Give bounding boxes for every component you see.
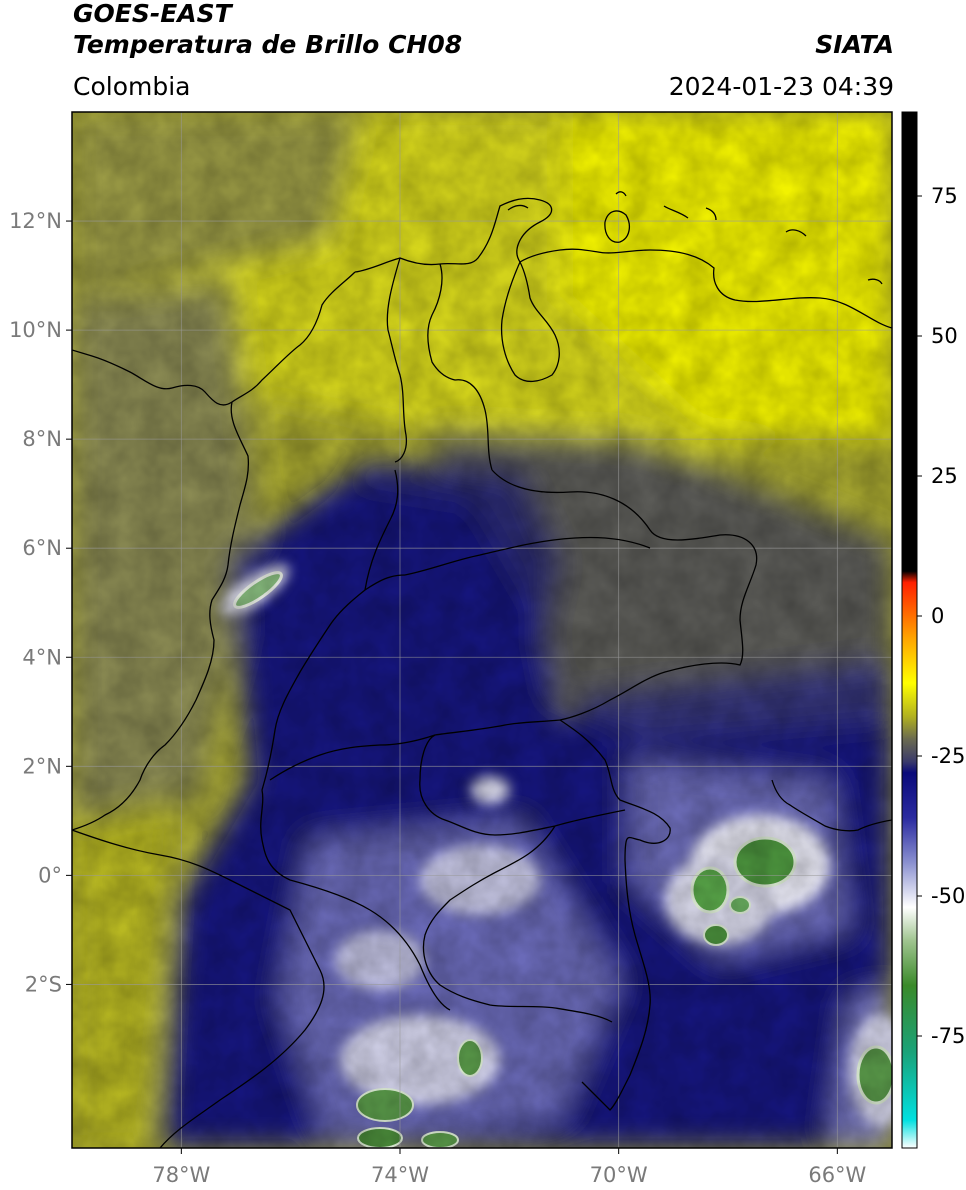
colorbar-tick-label: -25: [931, 744, 965, 768]
colorbar-tick-label: 25: [931, 464, 958, 488]
colorbar-tick-label: -75: [931, 1024, 965, 1048]
colorbar-tick-label: 0: [931, 604, 944, 628]
colorbar-tick-label: -50: [931, 884, 965, 908]
colorbar: 75 50 25 0 -25 -50 -75: [901, 111, 965, 1149]
lon-tick-label: 70°W: [590, 1163, 648, 1187]
region-label: Colombia: [73, 72, 191, 101]
lat-tick-label: 12°N: [9, 209, 62, 233]
lon-tick-label: 78°W: [152, 1163, 210, 1187]
lat-tick-label: 0°: [38, 863, 62, 887]
colorbar-tick-label: 50: [931, 324, 958, 348]
source-title: GOES-EAST: [73, 0, 232, 28]
lon-tick-label: 74°W: [371, 1163, 429, 1187]
latitude-axis: 12°N 10°N 8°N 6°N 4°N 2°N 0° 2°S: [9, 209, 72, 996]
lat-tick-label: 6°N: [22, 536, 62, 560]
colorbar-scale: [901, 111, 918, 1149]
organization-label: SIATA: [815, 30, 894, 59]
product-title: Temperatura de Brillo CH08: [73, 30, 463, 59]
map-frame: [71, 111, 893, 1149]
lat-tick-label: 10°N: [9, 318, 62, 342]
lat-tick-label: 2°S: [25, 972, 62, 996]
colorbar-tick-label: 75: [931, 184, 958, 208]
graticule: [72, 112, 892, 1148]
brightness-temperature-field: [72, 112, 892, 1148]
datetime-label: 2024-01-23 04:39: [668, 72, 894, 101]
lon-tick-label: 66°W: [808, 1163, 866, 1187]
longitude-axis: 78°W 74°W 70°W 66°W: [152, 1148, 867, 1187]
lat-tick-label: 8°N: [22, 427, 62, 451]
lat-tick-label: 4°N: [22, 645, 62, 669]
lat-tick-label: 2°N: [22, 754, 62, 778]
coastlines-and-borders: [72, 191, 892, 1148]
